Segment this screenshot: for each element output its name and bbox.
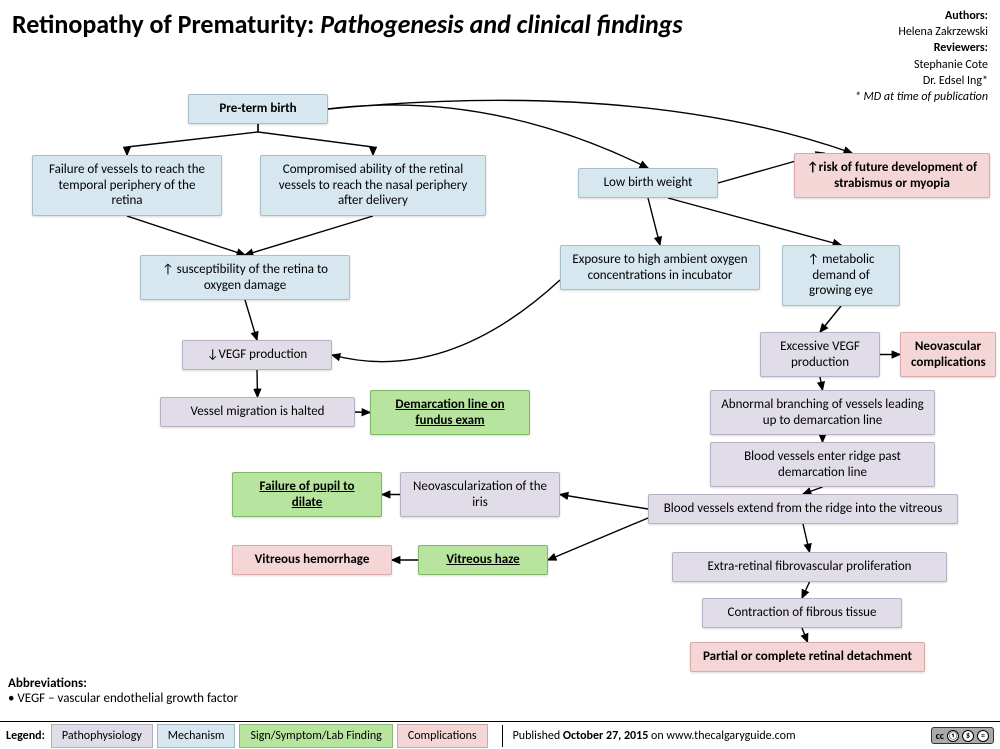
authors-label: Authors: <box>945 9 988 23</box>
authors-names: Helena Zakrzewski <box>898 25 988 39</box>
node-lowBW: Low birth weight <box>578 168 718 198</box>
node-vitHem: Vitreous hemorrhage <box>232 545 392 575</box>
pub-pre: Published <box>513 729 563 743</box>
node-detach: Partial or complete retinal detachment <box>690 642 925 672</box>
legend-divider <box>502 725 503 747</box>
node-exposure: Exposure to high ambient oxygen concentr… <box>560 245 760 290</box>
node-suscept: ↑ susceptibility of the retina to oxygen… <box>140 255 350 300</box>
publication-info: Published October 27, 2015 on www.thecal… <box>513 729 931 743</box>
flowchart-canvas: Pre-term birth Failure of vessels to reac… <box>0 40 1000 710</box>
node-excVEGF: Excessive VEGF production <box>760 332 880 377</box>
pub-date: October 27, 2015 <box>563 729 648 743</box>
node-contract: Contraction of fibrous tissue <box>702 598 902 628</box>
node-vitExtend: Blood vessels extend from the ridge into… <box>648 494 958 524</box>
pub-post: on www.thecalgaryguide.com <box>648 729 795 743</box>
node-preterm: Pre-term birth <box>188 94 328 124</box>
abbrev-line: • VEGF – vascular endothelial growth fac… <box>8 691 238 706</box>
page-title: Retinopathy of Prematurity: Pathogenesis… <box>12 8 683 40</box>
legend-chip-comp: Complications <box>397 724 488 748</box>
node-compNasal: Compromised ability of the retinal vesse… <box>260 155 486 216</box>
node-vitHaze: Vitreous haze <box>418 545 548 575</box>
legend-chip-patho: Pathophysiology <box>51 724 153 748</box>
node-extraRet: Extra-retinal fibrovascular proliferatio… <box>672 552 947 582</box>
legend-bar: Legend: Pathophysiology Mechanism Sign/S… <box>0 721 1000 749</box>
abbrev-heading: Abbreviations: <box>8 676 87 691</box>
node-riskStrab: ↑risk of future development of strabismu… <box>794 153 990 198</box>
title-sub: Pathogenesis and clinical findings <box>320 8 682 40</box>
legend-chip-sign: Sign/Symptom/Lab Finding <box>239 724 392 748</box>
node-neoIris: Neovascularization of the iris <box>400 472 560 517</box>
legend-chip-mech: Mechanism <box>157 724 236 748</box>
legend-label: Legend: <box>6 729 45 743</box>
node-vegfDown: ↓VEGF production <box>182 340 332 370</box>
node-demarc: Demarcation line on fundus exam <box>370 390 530 435</box>
abbreviations-box: Abbreviations: • VEGF – vascular endothe… <box>8 676 238 706</box>
node-ridgePast: Blood vessels enter ridge past demarcati… <box>710 442 935 487</box>
node-halted: Vessel migration is halted <box>160 397 355 427</box>
node-metabolic: ↑ metabolic demand of growing eye <box>782 245 900 306</box>
node-failTemp: Failure of vessels to reach the temporal… <box>32 155 222 216</box>
node-failPupil: Failure of pupil to dilate <box>232 472 382 517</box>
cc-license-icon: cc ①$= <box>931 727 994 744</box>
node-abnBranch: Abnormal branching of vessels leading up… <box>710 390 935 435</box>
node-neo: Neovascular complications <box>900 332 996 377</box>
title-main: Retinopathy of Prematurity: <box>12 8 314 40</box>
